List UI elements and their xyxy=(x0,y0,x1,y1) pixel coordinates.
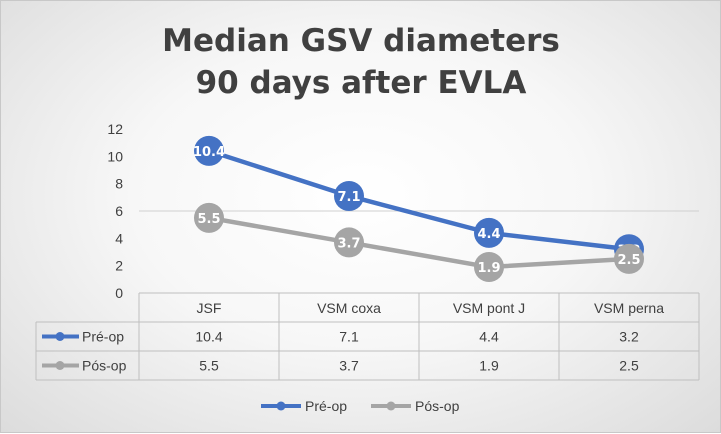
data-label: 1.9 xyxy=(477,261,500,276)
y-tick-label: 6 xyxy=(115,203,123,219)
data-label: 4.4 xyxy=(477,227,500,242)
legend-label: Pré-op xyxy=(305,398,347,414)
data-label: 2.5 xyxy=(617,253,640,268)
table-cell: 7.1 xyxy=(339,329,359,345)
table-cell: 5.5 xyxy=(199,358,219,374)
table-series-label: Pós-op xyxy=(82,358,127,374)
data-label: 5.5 xyxy=(197,212,220,227)
y-tick-label: 8 xyxy=(115,176,123,192)
data-point xyxy=(334,227,364,258)
chart-subtitle: 90 days after EVLA xyxy=(196,65,527,101)
data-point xyxy=(614,243,644,274)
y-tick-label: 10 xyxy=(107,148,123,164)
y-tick-label: 0 xyxy=(115,285,123,301)
data-point xyxy=(194,202,224,233)
legend-key-marker xyxy=(386,401,396,411)
y-tick-label: 2 xyxy=(115,258,123,274)
y-tick-label: 4 xyxy=(115,230,123,246)
table-cell: 1.9 xyxy=(479,358,499,374)
data-point xyxy=(194,135,224,166)
category-label: JSF xyxy=(197,300,222,316)
category-label: VSM coxa xyxy=(317,300,381,316)
data-label: 10.4 xyxy=(193,145,225,160)
chart-title: Median GSV diameters xyxy=(162,23,560,59)
category-label: VSM perna xyxy=(594,300,664,316)
table-cell: 2.5 xyxy=(619,358,639,374)
table-legend-key-marker xyxy=(55,361,65,370)
category-label: VSM pont J xyxy=(453,300,525,316)
series-line-pre-op xyxy=(208,148,630,252)
table-cell: 10.4 xyxy=(195,329,222,345)
y-tick-label: 12 xyxy=(107,121,123,137)
legend-key-marker xyxy=(276,401,286,411)
data-point xyxy=(474,252,504,283)
data-label: 3.7 xyxy=(337,236,360,251)
table-cell: 3.2 xyxy=(619,329,639,345)
table-cell: 4.4 xyxy=(479,329,499,345)
legend-label: Pós-op xyxy=(415,398,460,414)
data-point xyxy=(474,217,504,248)
table-cell: 3.7 xyxy=(339,358,359,374)
data-label: 7.1 xyxy=(337,190,360,205)
data-point xyxy=(334,180,364,211)
series-line-pos-op xyxy=(208,215,630,270)
table-legend-key-marker xyxy=(55,332,65,341)
table-series-label: Pré-op xyxy=(82,329,124,345)
